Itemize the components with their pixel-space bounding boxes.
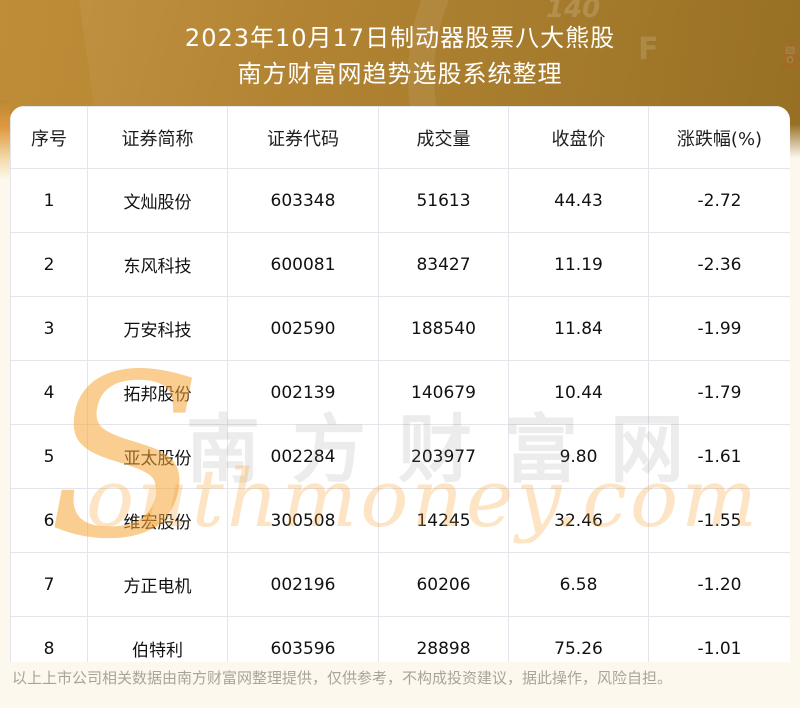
table-cell: 伯特利 [87, 616, 228, 662]
table-cell: 亚太股份 [87, 424, 228, 489]
stock-table-card: 序号 证券简称 证券代码 成交量 收盘价 涨跌幅(%) 1 文灿股份 603348 5… [10, 106, 790, 662]
table-cell: 300508 [227, 488, 379, 553]
table-cell: 3 [10, 296, 88, 361]
table-cell: 002139 [227, 360, 379, 425]
table-header: 序号 证券简称 证券代码 成交量 收盘价 涨跌幅(%) [10, 106, 790, 169]
table-cell: 6 [10, 488, 88, 553]
table-cell: -1.99 [648, 296, 790, 361]
table-cell: 6.58 [508, 552, 649, 617]
table-cell: -1.55 [648, 488, 790, 553]
table-cell: 5 [10, 424, 88, 489]
table-cell: 8 [10, 616, 88, 662]
table-cell: 60206 [378, 552, 509, 617]
table-row: 8 伯特利 603596 28898 75.26 -1.01 [10, 616, 790, 662]
table-cell: 10.44 [508, 360, 649, 425]
stocks-table: 序号 证券简称 证券代码 成交量 收盘价 涨跌幅(%) 1 文灿股份 603348 5… [10, 106, 790, 662]
left-edge-accent-decor [0, 100, 10, 180]
table-row: 3 万安科技 002590 188540 11.84 -1.99 [10, 296, 790, 361]
page-subtitle: 南方财富网趋势选股系统整理 [237, 60, 563, 88]
table-cell: 600081 [227, 232, 379, 297]
header-row: 序号 证券简称 证券代码 成交量 收盘价 涨跌幅(%) [10, 106, 790, 169]
table-cell: 1 [10, 168, 88, 233]
table-cell: 603596 [227, 616, 379, 662]
col-header-close: 收盘价 [508, 106, 649, 169]
table-cell: 83427 [378, 232, 509, 297]
table-cell: 11.84 [508, 296, 649, 361]
table-cell: 7 [10, 552, 88, 617]
table-cell: -2.72 [648, 168, 790, 233]
table-row: 2 东风科技 600081 83427 11.19 -2.36 [10, 232, 790, 297]
table-cell: 东风科技 [87, 232, 228, 297]
table-cell: -2.36 [648, 232, 790, 297]
col-header-name: 证券简称 [87, 106, 228, 169]
col-header-index: 序号 [10, 106, 88, 169]
table-row: 1 文灿股份 603348 51613 44.43 -2.72 [10, 168, 790, 233]
table-cell: 44.43 [508, 168, 649, 233]
table-cell: 203977 [378, 424, 509, 489]
table-cell: 140679 [378, 360, 509, 425]
table-row: 4 拓邦股份 002139 140679 10.44 -1.79 [10, 360, 790, 425]
table-cell: 28898 [378, 616, 509, 662]
table-cell: 51613 [378, 168, 509, 233]
table-cell: -1.79 [648, 360, 790, 425]
table-cell: 万安科技 [87, 296, 228, 361]
table-cell: -1.61 [648, 424, 790, 489]
table-row: 7 方正电机 002196 60206 6.58 -1.20 [10, 552, 790, 617]
title-block: 2023年10月17日制动器股票八大熊股 南方财富网趋势选股系统整理 [0, 20, 800, 92]
col-header-code: 证券代码 [227, 106, 379, 169]
table-cell: 002196 [227, 552, 379, 617]
table-cell: 2 [10, 232, 88, 297]
col-header-volume: 成交量 [378, 106, 509, 169]
table-cell: 维宏股份 [87, 488, 228, 553]
table-cell: 14245 [378, 488, 509, 553]
table-cell: 11.19 [508, 232, 649, 297]
table-cell: 002284 [227, 424, 379, 489]
table-cell: 拓邦股份 [87, 360, 228, 425]
page-title: 2023年10月17日制动器股票八大熊股 [184, 24, 616, 52]
disclaimer-note: 以上上市公司相关数据由南方财富网整理提供，仅供参考，不构成投资建议，据此操作，风… [12, 669, 673, 687]
table-cell: -1.01 [648, 616, 790, 662]
table-cell: 603348 [227, 168, 379, 233]
table-cell: 文灿股份 [87, 168, 228, 233]
table-body: 1 文灿股份 603348 51613 44.43 -2.72 2 东风科技 600081 834… [10, 168, 790, 662]
table-cell: 方正电机 [87, 552, 228, 617]
table-row: 5 亚太股份 002284 203977 9.80 -1.61 [10, 424, 790, 489]
table-cell: 4 [10, 360, 88, 425]
table-row: 6 维宏股份 300508 14245 32.46 -1.55 [10, 488, 790, 553]
table-cell: 32.46 [508, 488, 649, 553]
table-cell: -1.20 [648, 552, 790, 617]
col-header-change: 涨跌幅(%) [648, 106, 790, 169]
table-cell: 9.80 [508, 424, 649, 489]
table-cell: 188540 [378, 296, 509, 361]
table-cell: 002590 [227, 296, 379, 361]
table-cell: 75.26 [508, 616, 649, 662]
